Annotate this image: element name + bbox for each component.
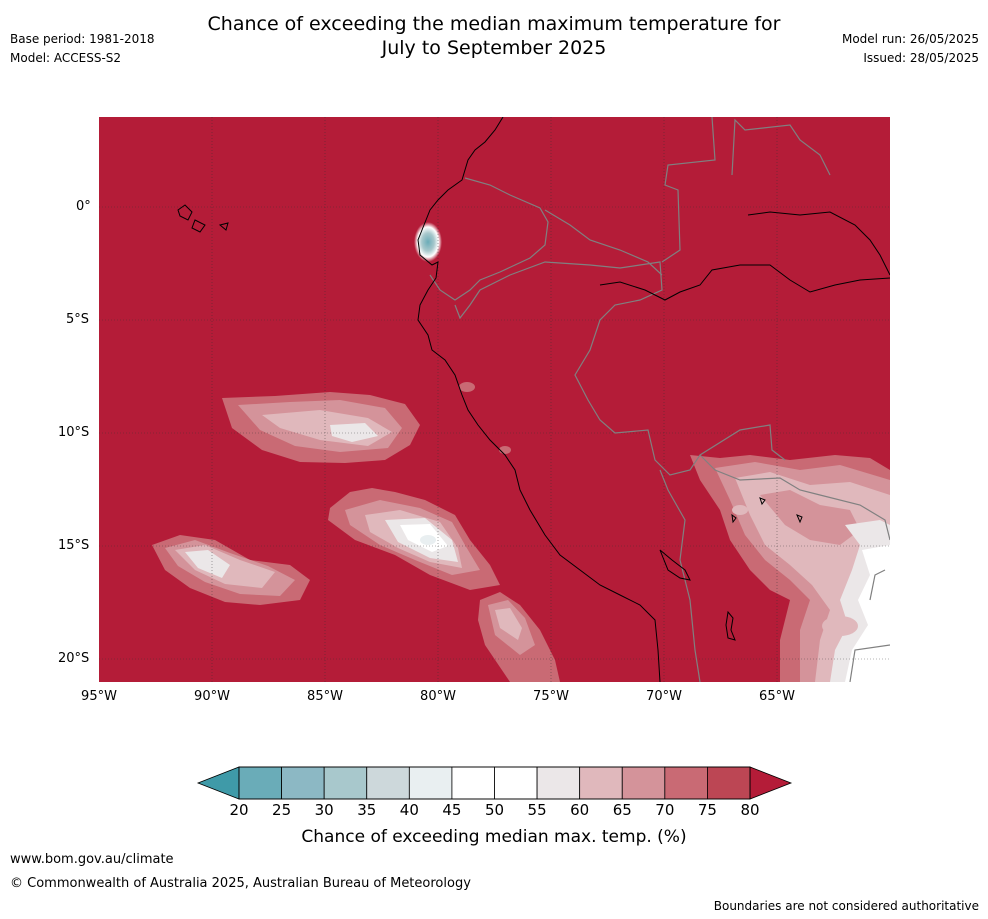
anomaly-region-19s-77w [478,592,560,682]
lon-label-70w: 70°W [646,689,682,704]
colorbar-tick-label: 75 [697,801,717,819]
colorbar-low-arrow [196,766,240,800]
colorbar-cell [494,766,538,800]
colorbar-cell [664,766,708,800]
colorbar-tick-label: 20 [229,801,249,819]
lon-label-80w: 80°W [420,689,456,704]
copyright-text: © Commonwealth of Australia 2025, Austra… [10,876,471,891]
coastlines [177,117,890,682]
lat-label-0: 0° [76,199,91,214]
colorbar-cell [323,766,368,800]
graticule [99,117,890,682]
colorbar-tick-label: 40 [399,801,419,819]
lat-label-5s: 5°S [66,312,90,327]
anomaly-region-bolivia-paraguay [690,455,890,682]
anomaly-spot-peru-2 [499,446,511,454]
colorbar-cell [536,766,581,800]
colorbar-cell [408,766,453,800]
colorbar-tick-label: 35 [357,801,377,819]
bom-url-link[interactable]: www.bom.gov.au/climate [10,852,174,867]
colorbar-cell [238,766,282,800]
lon-label-65w: 65°W [759,689,795,704]
colorbar-tick-label: 65 [612,801,632,819]
colorbar [196,766,793,800]
colorbar-cell [281,766,325,800]
colorbar-cell [707,766,751,800]
colorbar-tick-label: 50 [484,801,505,819]
lon-label-90w: 90°W [194,689,230,704]
colorbar-tick-label: 60 [570,801,590,819]
colorbar-tick-label: 55 [527,801,547,819]
lon-label-75w: 75°W [533,689,569,704]
colorbar-cell [621,766,666,800]
lat-label-10s: 10°S [58,425,90,440]
anomaly-spot-peru [459,382,475,392]
model-label: Model: ACCESS-S2 [10,51,122,65]
colorbar-cell [579,766,623,800]
issued-label: Issued: 28/05/2025 [863,51,979,65]
map-title-line1: Chance of exceeding the median maximum t… [207,13,781,35]
map-title-line2: July to September 2025 [381,37,607,59]
lon-label-85w: 85°W [307,689,343,704]
colorbar-cell [366,766,410,800]
boundaries-disclaimer: Boundaries are not considered authoritat… [713,899,979,913]
lat-label-15s: 15°S [58,538,90,553]
map-canvas [99,117,890,682]
lat-label-20s: 20°S [58,651,90,666]
colorbar-high-arrow [749,766,793,800]
anomaly-region-10s-85w [222,392,420,463]
map-title: Chance of exceeding the median maximum t… [0,12,988,60]
colorbar-tick-label: 30 [314,801,334,819]
anomaly-region-16s-90w [152,535,310,605]
lon-label-95w: 95°W [81,689,117,704]
colorbar-tick-label: 25 [272,801,292,819]
colorbar-title: Chance of exceeding median max. temp. (%… [301,827,687,847]
colorbar-tick-label: 70 [655,801,675,819]
anomaly-region-15s-80w [328,488,500,590]
colorbar-tick-label: 45 [442,801,462,819]
base-period-label: Base period: 1981-2018 [10,32,155,46]
model-run-label: Model run: 26/05/2025 [841,32,979,46]
colorbar-cell [451,766,495,800]
country-borders [429,117,890,682]
colorbar-tick-label: 80 [740,801,760,819]
